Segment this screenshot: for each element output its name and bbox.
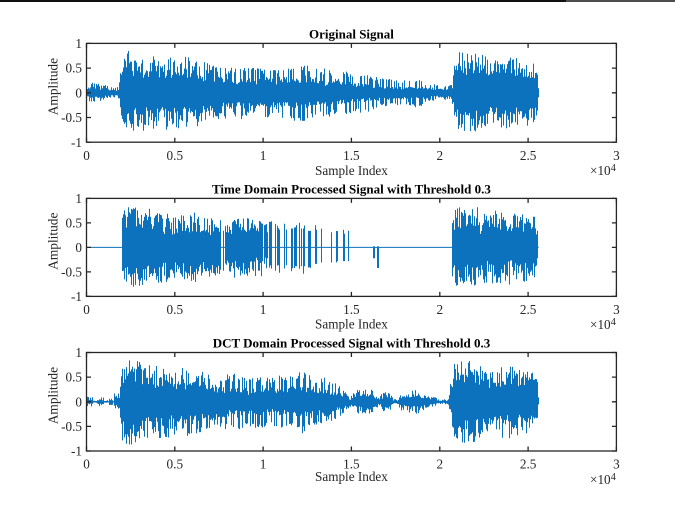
svg-text:0: 0 xyxy=(75,240,82,255)
svg-text:0.5: 0.5 xyxy=(66,61,83,76)
svg-text:1: 1 xyxy=(75,191,82,206)
svg-text:0.5: 0.5 xyxy=(167,148,184,163)
svg-text:Sample Index: Sample Index xyxy=(315,316,388,331)
svg-text:-0.5: -0.5 xyxy=(61,110,82,125)
svg-text:1: 1 xyxy=(260,457,267,472)
svg-text:Time Domain Processed Signal w: Time Domain Processed Signal with Thresh… xyxy=(212,182,491,197)
svg-text:0: 0 xyxy=(83,302,90,317)
svg-text:0.5: 0.5 xyxy=(167,457,184,472)
svg-text:0.5: 0.5 xyxy=(167,302,184,317)
svg-text:1: 1 xyxy=(75,345,82,360)
svg-text:×104: ×104 xyxy=(590,472,617,487)
svg-text:1: 1 xyxy=(260,148,267,163)
svg-text:2.5: 2.5 xyxy=(520,148,537,163)
svg-text:Amplitude: Amplitude xyxy=(45,367,60,424)
svg-text:Amplitude: Amplitude xyxy=(45,213,60,270)
svg-text:1: 1 xyxy=(260,302,267,317)
svg-text:0: 0 xyxy=(75,394,82,409)
svg-text:2: 2 xyxy=(437,302,444,317)
svg-text:-0.5: -0.5 xyxy=(61,265,82,280)
svg-text:1: 1 xyxy=(75,36,82,51)
svg-text:1.5: 1.5 xyxy=(343,302,360,317)
svg-text:2.5: 2.5 xyxy=(520,457,537,472)
svg-text:×104: ×104 xyxy=(590,163,617,178)
svg-text:0: 0 xyxy=(83,457,90,472)
svg-text:3: 3 xyxy=(613,148,620,163)
svg-text:Original Signal: Original Signal xyxy=(309,27,394,42)
svg-text:2: 2 xyxy=(437,457,444,472)
svg-text:2: 2 xyxy=(437,148,444,163)
svg-text:DCT Domain Processed Signal wi: DCT Domain Processed Signal with Thresho… xyxy=(213,336,491,351)
svg-text:Sample Index: Sample Index xyxy=(315,469,388,484)
svg-text:-0.5: -0.5 xyxy=(61,419,82,434)
svg-text:-1: -1 xyxy=(71,135,82,150)
svg-text:-1: -1 xyxy=(71,444,82,459)
svg-text:3: 3 xyxy=(613,302,620,317)
svg-text:0.5: 0.5 xyxy=(66,370,83,385)
svg-text:Sample Index: Sample Index xyxy=(315,163,388,178)
svg-text:0: 0 xyxy=(83,148,90,163)
svg-text:1.5: 1.5 xyxy=(343,457,360,472)
svg-text:×104: ×104 xyxy=(590,317,617,332)
svg-text:2.5: 2.5 xyxy=(520,302,537,317)
svg-text:Amplitude: Amplitude xyxy=(45,58,60,115)
svg-text:-1: -1 xyxy=(71,289,82,304)
svg-text:0.5: 0.5 xyxy=(66,216,83,231)
svg-text:0: 0 xyxy=(75,85,82,100)
svg-text:3: 3 xyxy=(613,457,620,472)
svg-text:1.5: 1.5 xyxy=(343,148,360,163)
